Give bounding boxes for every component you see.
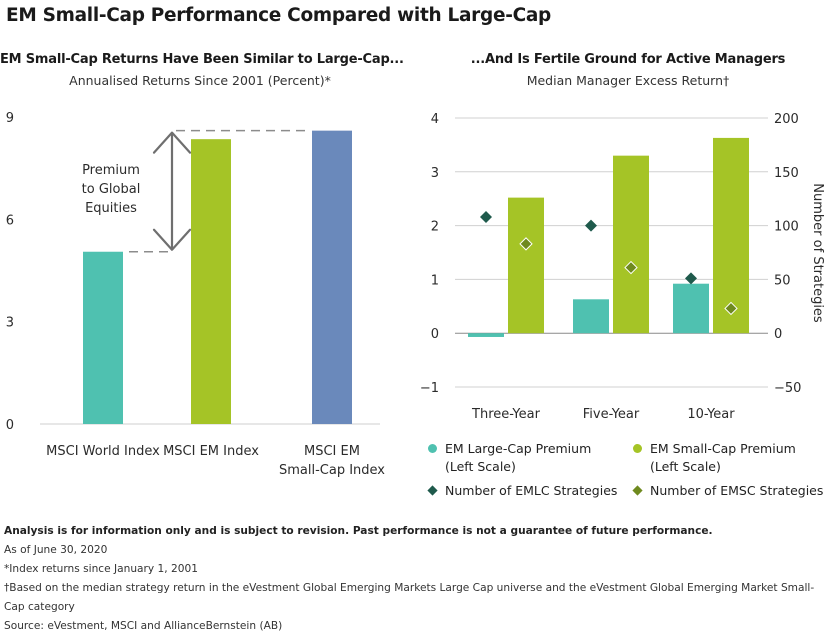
y-right-axis-label: Number of Strategies — [810, 183, 825, 323]
y-left-tick-label: −1 — [420, 381, 439, 396]
x-tick-label: 10-Year — [687, 407, 735, 422]
legend-label: (Left Scale) — [650, 459, 721, 474]
left-panel-subtitle: Annualised Returns Since 2001 (Percent)* — [69, 73, 331, 88]
y-left-tick-label: 1 — [431, 273, 439, 288]
legend-label: Number of EMLC Strategies — [445, 483, 618, 498]
x-tick-label: Three-Year — [471, 407, 541, 422]
y-right-tick-label: 0 — [774, 327, 782, 342]
strategy-count-marker — [724, 301, 738, 316]
y-right-tick-label: 50 — [774, 273, 791, 288]
right-chart: −1 0 1 2 3 4 −50 0 50 100 150 200 Number of Strategi… — [420, 112, 825, 422]
premium-annotation: to Global — [82, 182, 141, 197]
bar — [673, 283, 709, 334]
y-right-tick-label: −50 — [774, 381, 801, 396]
right-panel-subtitle: Median Manager Excess Return† — [526, 73, 730, 88]
legend-label: Number of EMSC Strategies — [650, 483, 824, 498]
bar — [191, 139, 231, 424]
left-panel-title: EM Small-Cap Returns Have Been Similar t… — [0, 52, 404, 67]
bar — [312, 130, 352, 424]
legend-circle-icon — [428, 444, 437, 453]
main-title: EM Small-Cap Performance Compared with L… — [6, 5, 551, 26]
premium-arrow-head-bottom — [152, 228, 192, 251]
x-tick-label: MSCI EM — [304, 444, 360, 459]
x-tick-label: MSCI EM Index — [163, 444, 259, 459]
bar — [573, 299, 609, 334]
strategy-count-marker — [585, 219, 597, 232]
y-left-tick-label: 3 — [431, 166, 439, 181]
right-panel-title: ...And Is Fertile Ground for Active Mana… — [470, 52, 786, 67]
left-chart: 0 3 6 9 MSCI World Index MSCI EM Index MSCI EM… — [6, 111, 386, 478]
y-tick-label: 0 — [6, 418, 14, 433]
bar — [508, 197, 544, 334]
footnote-dagger: †Based on the median strategy return in … — [4, 582, 815, 613]
as-of-date: As of June 30, 2020 — [4, 544, 108, 556]
legend-circle-icon — [633, 444, 642, 453]
legend-label: EM Small-Cap Premium — [650, 441, 796, 456]
premium-arrow-head-top — [152, 131, 192, 154]
bar — [713, 137, 749, 334]
charts-canvas: 0 3 6 9 MSCI World Index MSCI EM Index MSCI EM… — [6, 111, 825, 478]
bar — [468, 333, 504, 337]
y-left-tick-label: 0 — [431, 327, 439, 342]
notes: Analysis is for information only and is … — [4, 522, 834, 636]
disclaimer: Analysis is for information only and is … — [4, 525, 713, 537]
x-tick-label: MSCI World Index — [46, 444, 160, 459]
strategy-count-marker — [519, 237, 533, 251]
strategy-count-marker — [685, 272, 697, 285]
y-tick-label: 3 — [6, 316, 14, 331]
premium-annotation: Premium — [82, 163, 140, 178]
y-tick-label: 6 — [6, 213, 14, 228]
y-left-tick-label: 4 — [431, 112, 439, 127]
footnote-star: *Index returns since January 1, 2001 — [4, 563, 198, 575]
y-left-tick-label: 2 — [431, 220, 439, 235]
x-tick-label: Small-Cap Index — [279, 463, 385, 478]
strategy-count-marker — [480, 210, 492, 223]
y-right-tick-label: 150 — [774, 166, 799, 181]
source-note: Source: eVestment, MSCI and AllianceBern… — [4, 620, 283, 632]
y-right-tick-label: 200 — [774, 112, 799, 127]
bar — [83, 251, 123, 424]
x-tick-label: Five-Year — [583, 407, 640, 422]
legend-label: EM Large-Cap Premium — [445, 441, 592, 456]
legend-label: (Left Scale) — [445, 459, 516, 474]
y-right-tick-label: 100 — [774, 220, 799, 235]
strategy-count-marker — [624, 260, 638, 275]
premium-annotation: Equities — [85, 201, 137, 216]
y-tick-label: 9 — [6, 111, 14, 126]
bar — [613, 155, 649, 334]
